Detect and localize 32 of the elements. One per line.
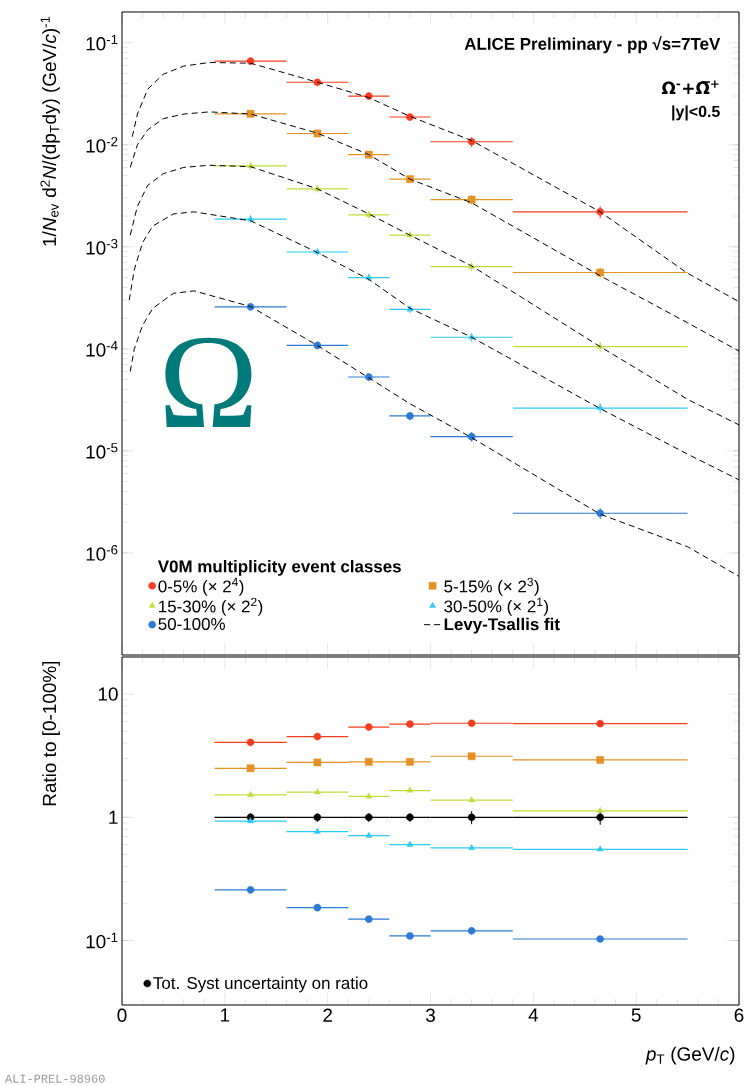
x-tick-label: 0 — [117, 1008, 127, 1022]
annotation: |y|<0.5 — [672, 105, 720, 121]
legend-label: 5-15% (× 2$^{3}$) — [444, 577, 539, 596]
y-tick-label: 1 — [109, 810, 118, 824]
y-tick-label: 10$^{-6}$ — [86, 545, 118, 561]
x-tick-label: 1 — [221, 1008, 230, 1022]
x-axis-title: p$_{T}$ (GeV/c) — [645, 1046, 735, 1065]
y-tick-label: 10$^{-5}$ — [86, 443, 118, 459]
y-axis-title: Ratio to [0-100%] — [42, 661, 60, 806]
legend-title: V0M multiplicity event classes — [157, 560, 401, 576]
y-tick-label: 10$^{-3}$ — [86, 238, 118, 255]
legend-label: Tot. Syst uncertainty on ratio — [153, 976, 368, 993]
x-tick-label: 5 — [631, 1008, 641, 1022]
annotation: Ω$^{-}$+Ω̅$^{+}$ — [661, 80, 719, 95]
x-tick-label: 6 — [734, 1008, 744, 1022]
y-tick-label: 10$^{-1}$ — [86, 34, 118, 51]
legend-label: 0-5% (× 2$^{4}$) — [158, 577, 244, 596]
legend-label: 50-100% — [158, 617, 225, 630]
y-tick-label: 10$^{-2}$ — [86, 136, 118, 153]
text: ALI-PREL-98960 — [4, 1074, 105, 1083]
legend-label: 15-30% (× 2$^{2}$) — [159, 597, 263, 616]
y-tick-label: 10 — [98, 687, 118, 701]
legend-label: Levy-Tsallis fit — [444, 617, 560, 634]
y-tick-label: 10$^{-4}$ — [86, 341, 118, 357]
x-tick-label: 4 — [528, 1008, 539, 1022]
x-tick-label: 3 — [425, 1008, 435, 1022]
annotation: Ω — [165, 337, 252, 427]
annotation: ALICE Preliminary - pp √s=7TeV — [464, 36, 721, 54]
x-tick-label: 2 — [323, 1008, 332, 1022]
legend-label: 30-50% (× 2$^{1}$) — [444, 597, 549, 616]
y-tick-label: 10$^{-1}$ — [86, 932, 118, 949]
text: 1/N$_{ev}$ d$^{2}$N/(dp$_{T}$dy) (GeV/c)$^{-1}$ — [40, 16, 60, 246]
